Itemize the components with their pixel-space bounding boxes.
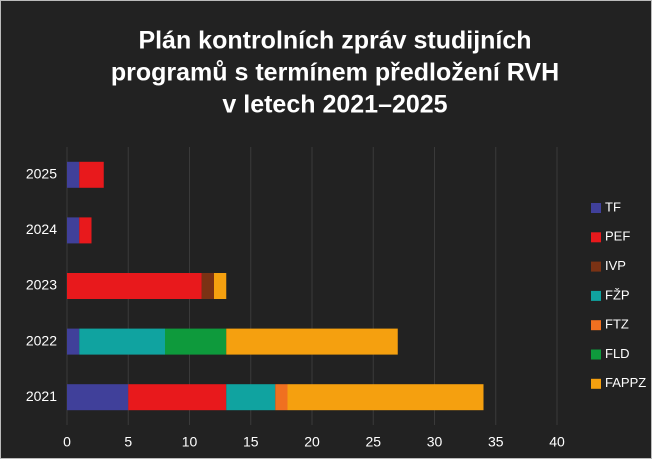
legend-label: TF — [605, 199, 621, 214]
x-tick-label: 15 — [243, 434, 259, 450]
bar-segment — [226, 328, 398, 355]
legend-label: FLD — [605, 346, 630, 361]
legend-label: FŽP — [605, 287, 630, 302]
legend-label: PEF — [605, 229, 630, 244]
legend-swatch — [591, 290, 601, 301]
y-tick-label: 2021 — [26, 388, 57, 404]
bar-segment — [67, 328, 80, 355]
x-tick-label: 25 — [365, 434, 381, 450]
bar-segment — [67, 384, 129, 411]
bar-segment — [79, 217, 92, 244]
bar-segment — [201, 273, 214, 299]
x-tick-label: 10 — [182, 434, 198, 450]
bar-segment — [214, 273, 227, 299]
bar-segment — [79, 161, 104, 188]
bar-segment — [165, 328, 227, 355]
legend-swatch — [591, 232, 601, 243]
x-tick-label: 20 — [304, 434, 320, 450]
bar-segment — [287, 384, 484, 411]
chart-title: programů s termínem předložení RVH — [111, 59, 559, 87]
y-tick-label: 2025 — [26, 166, 57, 182]
bar-segment — [275, 384, 288, 411]
x-tick-label: 35 — [488, 434, 504, 450]
bar-segment — [79, 328, 165, 355]
y-tick-label: 2023 — [26, 277, 57, 293]
legend-label: FTZ — [605, 317, 629, 332]
chart-title: Plán kontrolních zpráv studijních — [138, 27, 531, 55]
x-tick-label: 30 — [427, 434, 443, 450]
x-tick-label: 40 — [549, 434, 565, 450]
legend-swatch — [591, 320, 601, 331]
legend-label: IVP — [605, 258, 626, 273]
legend-swatch — [591, 203, 601, 213]
bar-segment — [128, 384, 227, 411]
legend-swatch — [591, 261, 601, 272]
x-tick-label: 0 — [63, 434, 71, 450]
chart-title: v letech 2021–2025 — [222, 91, 447, 119]
bar-segment — [67, 273, 202, 299]
bar-segment — [67, 161, 80, 188]
bar-segment — [226, 384, 276, 411]
legend-label: FAPPZ — [605, 375, 646, 390]
y-tick-label: 2024 — [26, 221, 57, 237]
x-tick-label: 5 — [124, 434, 132, 450]
y-tick-label: 2022 — [26, 332, 57, 348]
legend-swatch — [591, 349, 601, 360]
legend-swatch — [591, 378, 601, 389]
bar-segment — [67, 217, 80, 244]
